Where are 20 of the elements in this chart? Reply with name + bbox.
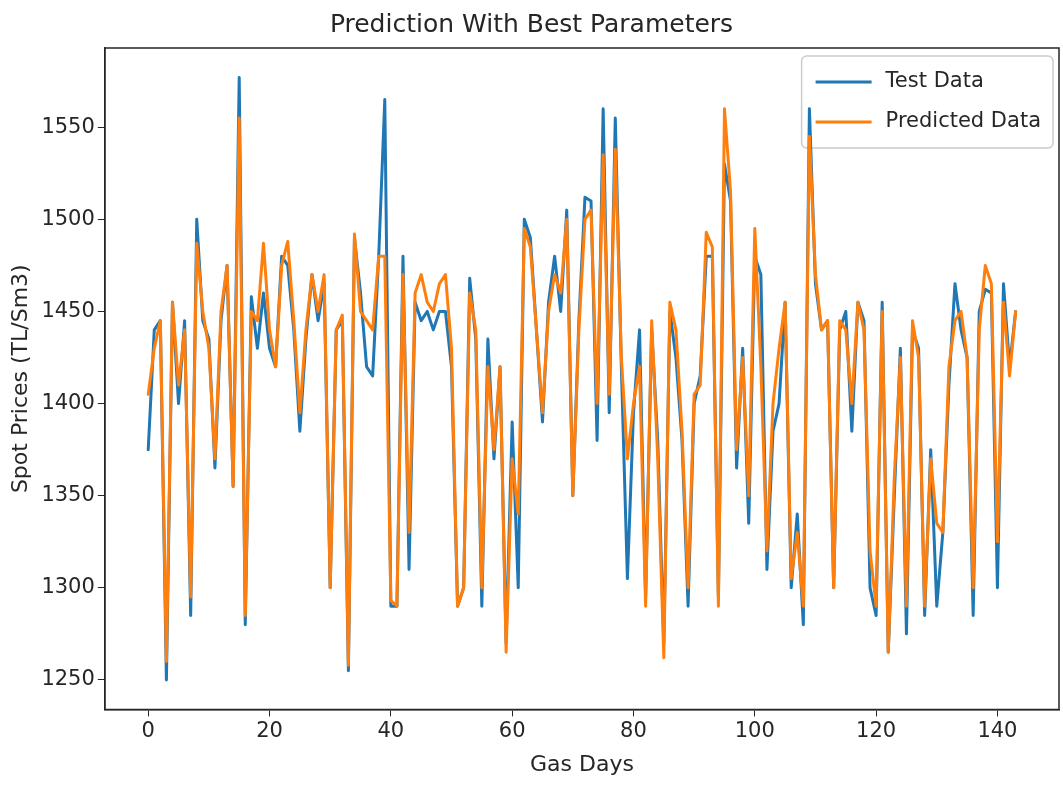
y-tick-label: 1500 — [41, 205, 95, 230]
legend-label: Test Data — [884, 68, 984, 93]
legend-label: Predicted Data — [885, 108, 1042, 133]
x-tick-label: 20 — [256, 718, 283, 743]
y-tick-label: 1350 — [41, 482, 95, 507]
x-tick-label: 60 — [498, 718, 526, 743]
x-tick-label: 80 — [620, 718, 647, 743]
x-tick-label: 140 — [977, 718, 1018, 743]
x-tick-label: 0 — [141, 718, 155, 743]
y-tick-label: 1550 — [41, 113, 95, 138]
x-tick-label: 40 — [377, 718, 405, 743]
x-axis-title: Gas Days — [529, 750, 634, 776]
y-tick-label: 1300 — [41, 574, 95, 599]
y-tick-label: 1250 — [41, 666, 95, 691]
x-tick-label: 100 — [734, 718, 775, 743]
y-tick-label: 1400 — [41, 390, 95, 415]
x-tick-label: 120 — [856, 718, 897, 743]
y-tick-label: 1450 — [41, 297, 95, 322]
chart-title: Prediction With Best Parameters — [329, 8, 734, 38]
y-axis-title: Spot Prices (TL/Sm3) — [6, 264, 32, 494]
